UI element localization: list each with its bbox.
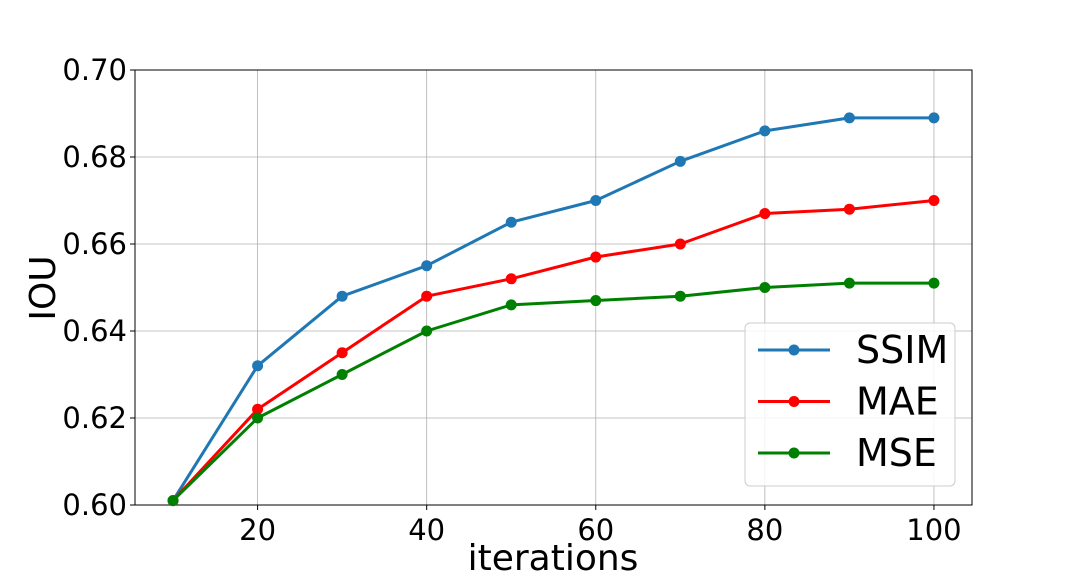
data-point-ssim xyxy=(590,195,602,206)
series-line-ssim xyxy=(171,116,934,502)
data-point-mse xyxy=(505,299,517,311)
series-lines xyxy=(167,112,940,507)
x-tick-label: 40 xyxy=(408,513,445,547)
data-point-mae xyxy=(421,290,433,302)
data-point-mse xyxy=(336,369,348,380)
data-point-ssim xyxy=(759,125,771,137)
legend: SSIM MAE MSE xyxy=(744,322,956,487)
plot-area-frame xyxy=(134,69,973,506)
data-point-ssim xyxy=(505,216,517,228)
legend-label-mse: MSE xyxy=(856,431,937,475)
y-tick-label: 0.68 xyxy=(62,140,127,174)
data-point-ssim xyxy=(928,112,940,124)
data-point-ssim xyxy=(336,290,348,302)
x-tick-label: 60 xyxy=(577,513,614,547)
data-point-mae xyxy=(505,273,517,285)
series-line-mse xyxy=(171,281,934,502)
data-point-mse xyxy=(759,282,771,293)
data-point-ssim xyxy=(421,260,433,272)
data-point-mse xyxy=(590,295,602,307)
y-axis-title: IOU xyxy=(23,255,64,320)
x-tick-label: 100 xyxy=(906,513,961,547)
data-point-ssim xyxy=(252,360,264,372)
data-point-mae xyxy=(928,195,940,206)
axis-ticks: 20 40 60 80 100 0.60 0.62 0.64 0.66 0.68 0.70 xyxy=(62,53,961,547)
data-point-mae xyxy=(336,347,348,359)
data-point-mse xyxy=(928,277,940,289)
data-point-mae xyxy=(843,203,855,215)
data-point-mse xyxy=(421,325,433,337)
legend-box xyxy=(744,322,956,487)
data-point-ssim xyxy=(674,155,686,167)
data-point-mae xyxy=(252,403,264,415)
legend-marker-ssim xyxy=(788,344,800,356)
data-point-mse xyxy=(167,495,179,507)
data-point-mae xyxy=(590,251,602,263)
data-point-mse xyxy=(674,290,686,302)
data-point-mse xyxy=(252,412,264,424)
data-point-mae xyxy=(759,208,771,220)
legend-marker-mae xyxy=(788,396,800,407)
x-tick-label: 20 xyxy=(239,513,276,547)
data-point-mse xyxy=(843,277,855,289)
y-tick-label: 0.60 xyxy=(62,488,127,522)
y-tick-label: 0.66 xyxy=(62,227,127,261)
series-line-mae xyxy=(171,199,935,502)
data-point-ssim xyxy=(843,112,855,124)
x-axis-title: iterations xyxy=(468,538,639,576)
y-tick-label: 0.62 xyxy=(62,401,127,435)
legend-label-ssim: SSIM xyxy=(856,328,948,372)
y-tick-label: 0.70 xyxy=(62,53,127,87)
y-tick-label: 0.64 xyxy=(62,314,127,348)
legend-label-mae: MAE xyxy=(856,380,939,424)
legend-marker-mse xyxy=(788,447,800,459)
data-point-mae xyxy=(674,238,686,250)
x-tick-label: 80 xyxy=(746,513,783,547)
